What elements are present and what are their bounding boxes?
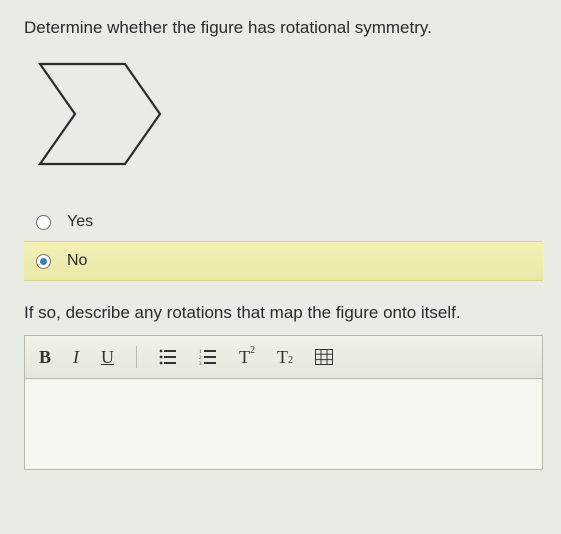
underline-button[interactable]: U <box>101 348 114 366</box>
list-ol-icon: 1 2 3 <box>199 349 217 365</box>
polygon-figure <box>30 54 170 174</box>
option-yes-label: Yes <box>67 213 93 231</box>
bullet-list-button[interactable] <box>159 349 177 365</box>
list-ul-icon <box>159 349 177 365</box>
subscript-button[interactable]: T2 <box>277 348 293 366</box>
sup-exp: 2 <box>250 346 255 356</box>
table-button[interactable] <box>315 349 333 365</box>
rich-text-editor: B I U 1 2 3 T2 T2 <box>24 335 543 470</box>
bold-button[interactable]: B <box>39 348 51 366</box>
italic-button[interactable]: I <box>73 348 79 366</box>
editor-textarea[interactable] <box>25 379 542 469</box>
radio-yes[interactable] <box>36 215 51 230</box>
numbered-list-button[interactable]: 1 2 3 <box>199 349 217 365</box>
arrow-polygon <box>40 64 160 164</box>
figure-container <box>30 54 543 179</box>
option-no[interactable]: No <box>24 241 543 281</box>
svg-text:2: 2 <box>199 356 202 361</box>
answer-options: Yes No <box>24 203 543 281</box>
followup-prompt: If so, describe any rotations that map t… <box>24 303 543 323</box>
sub-exp: 2 <box>288 356 293 366</box>
editor-toolbar: B I U 1 2 3 T2 T2 <box>25 336 542 379</box>
question-prompt: Determine whether the figure has rotatio… <box>24 18 543 38</box>
svg-text:3: 3 <box>199 362 202 365</box>
radio-no[interactable] <box>36 254 51 269</box>
sub-base: T <box>277 348 288 366</box>
sup-base: T <box>239 348 250 366</box>
radio-dot-selected <box>40 258 47 265</box>
superscript-button[interactable]: T2 <box>239 348 255 366</box>
table-icon <box>315 349 333 365</box>
option-yes[interactable]: Yes <box>24 203 543 241</box>
toolbar-separator <box>136 346 137 368</box>
svg-text:1: 1 <box>199 350 202 355</box>
option-no-label: No <box>67 252 87 270</box>
